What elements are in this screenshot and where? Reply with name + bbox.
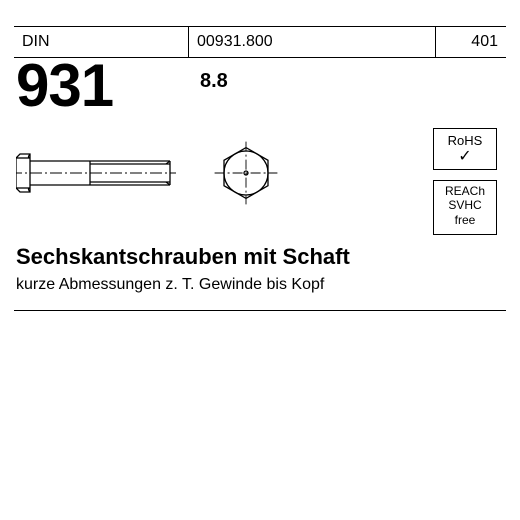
rohs-badge: RoHS ✓ bbox=[433, 128, 497, 170]
reach-badge: REACh SVHC free bbox=[433, 180, 497, 235]
header-code: 00931.800 bbox=[197, 33, 273, 51]
strength-grade: 8.8 bbox=[200, 70, 228, 93]
rohs-label: RoHS bbox=[434, 133, 496, 149]
reach-line2: SVHC bbox=[434, 198, 496, 212]
product-subtitle: kurze Abmessungen z. T. Gewinde bis Kopf bbox=[16, 276, 324, 294]
product-title: Sechskantschrauben mit Schaft bbox=[16, 244, 350, 270]
reach-line1: REACh bbox=[434, 184, 496, 198]
reach-line3: free bbox=[434, 213, 496, 227]
check-icon: ✓ bbox=[434, 149, 496, 165]
din-number: 931 bbox=[16, 56, 113, 116]
bolt-figure bbox=[16, 134, 326, 224]
header-right: 401 bbox=[471, 33, 498, 51]
header-right-cell: 401 bbox=[436, 27, 506, 57]
header-code-cell: 00931.800 bbox=[189, 27, 436, 57]
bottom-rule bbox=[14, 310, 506, 311]
bolt-svg bbox=[16, 134, 326, 224]
product-sheet: DIN 00931.800 401 931 8.8 RoHS ✓ REACh S… bbox=[0, 0, 520, 520]
header-std-label: DIN bbox=[22, 33, 50, 51]
